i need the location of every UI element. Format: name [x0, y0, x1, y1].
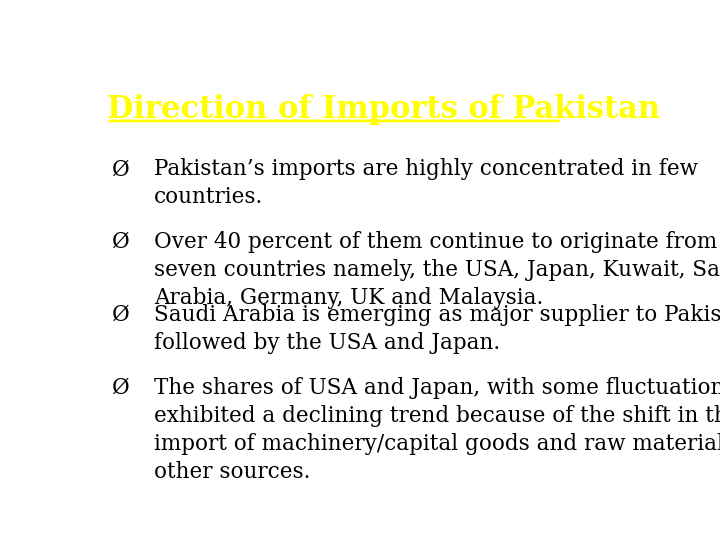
Text: The shares of USA and Japan, with some fluctuations,
exhibited a declining trend: The shares of USA and Japan, with some f…: [154, 377, 720, 483]
Text: Pakistan’s imports are highly concentrated in few
countries.: Pakistan’s imports are highly concentrat…: [154, 158, 698, 208]
Text: Saudi Arabia is emerging as major supplier to Pakistan
followed by the USA and J: Saudi Arabia is emerging as major suppli…: [154, 304, 720, 354]
Text: Over 40 percent of them continue to originate from just
seven countries namely, : Over 40 percent of them continue to orig…: [154, 231, 720, 309]
Text: Direction of Imports of Pakistan: Direction of Imports of Pakistan: [107, 94, 660, 125]
Text: Ø: Ø: [112, 158, 130, 180]
Text: Ø: Ø: [112, 377, 130, 399]
Text: Ø: Ø: [112, 304, 130, 326]
Text: Ø: Ø: [112, 231, 130, 253]
